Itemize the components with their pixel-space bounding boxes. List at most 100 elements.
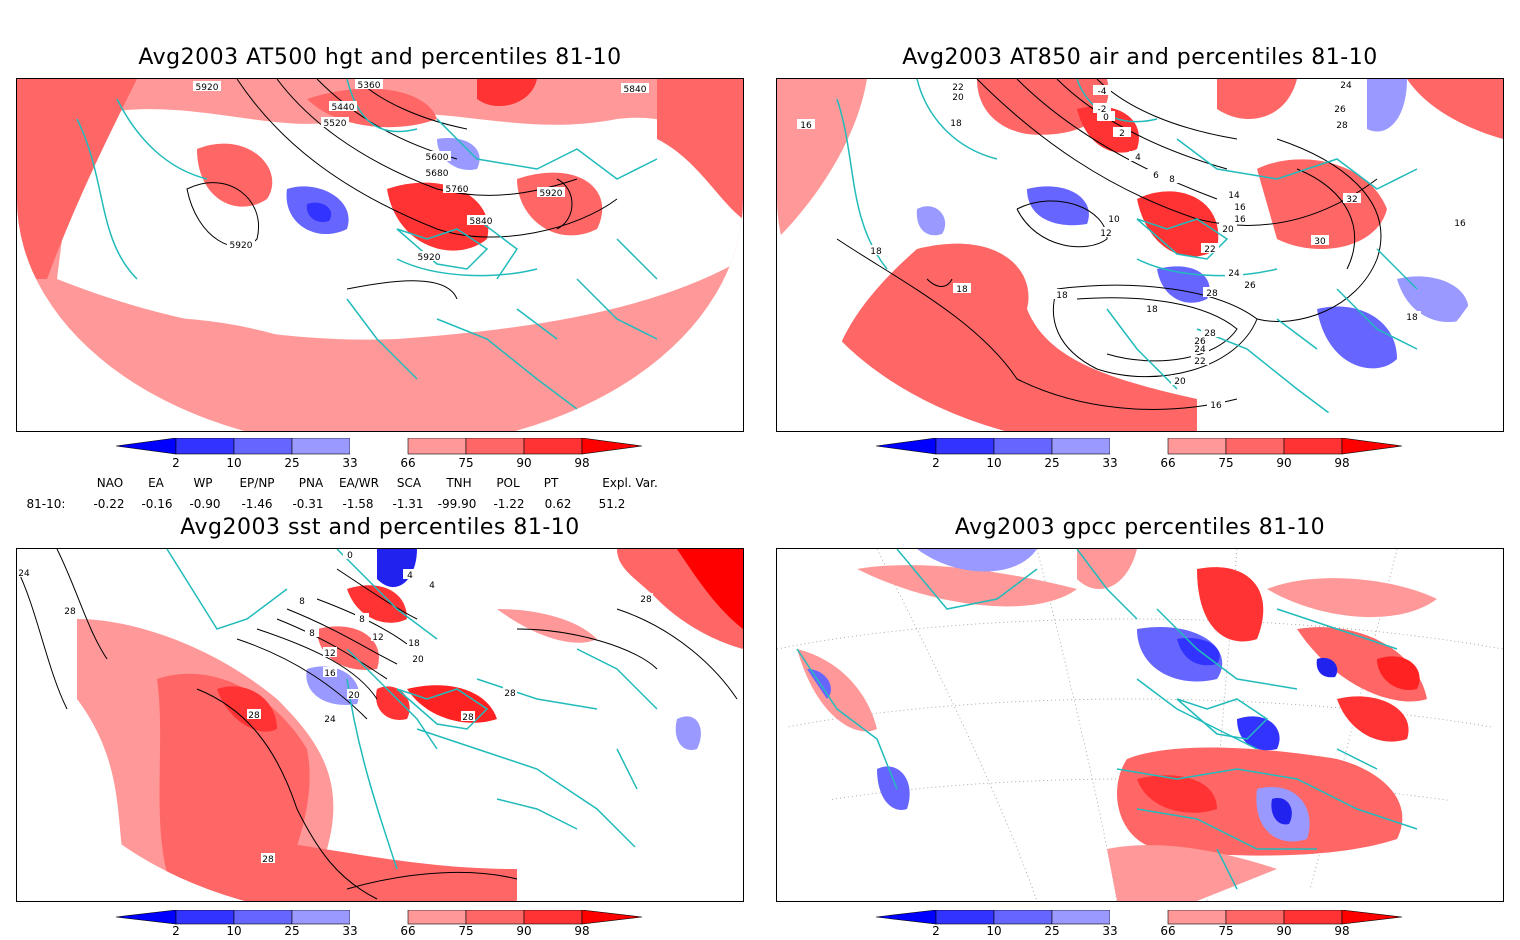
panel-3-contour-label: 4: [429, 581, 435, 591]
panel-2-map: 22 20 -4 -2 24 26 28 18 16 0 2 4 6 8 14 …: [776, 78, 1504, 432]
colorbar-label: 98: [1334, 456, 1350, 470]
index-name: EA: [148, 476, 164, 490]
panel-2-contour-label: -4: [1098, 87, 1107, 97]
colorbar-label: 25: [284, 924, 300, 938]
panel-3-contour-label: 28: [248, 711, 260, 721]
colorbar-label: 75: [458, 456, 474, 470]
panel-2-contour-label: 22: [1194, 357, 1205, 367]
colorbar-label: 66: [400, 456, 416, 470]
panel-2-contour-label: 18: [950, 119, 962, 129]
panel-3-contour-label: 28: [640, 595, 652, 605]
panel-3-contour-label: 24: [324, 715, 336, 725]
panel-2-contour-label: 18: [1406, 313, 1418, 323]
panel-2-contour-label: 32: [1346, 195, 1357, 205]
colorbar-label: 98: [574, 924, 590, 938]
panel-1-contour-label: 5920: [196, 83, 219, 93]
panel-2-contour-label: 14: [1228, 191, 1240, 201]
panel-2-contour-label: 24: [1340, 81, 1352, 91]
panel-3-contour-label: 28: [504, 689, 516, 699]
colorbar-label: 33: [342, 924, 358, 938]
colorbar-top-left: 2 10 25 33 66 75 90 98: [115, 437, 646, 478]
index-name: PNA: [298, 476, 324, 490]
panel-2-contour-label: 16: [1234, 203, 1246, 213]
colorbar-label: 98: [1334, 924, 1350, 938]
panel-2-contour-label: 2: [1119, 129, 1125, 139]
panel-3-contour-label: 4: [407, 571, 413, 581]
colorbar-label: 90: [516, 924, 532, 938]
panel-2-contour-label: 0: [1103, 113, 1109, 123]
panel-1-title: Avg2003 AT500 hgt and percentiles 81-10: [138, 45, 622, 70]
panel-1-contour-label: 5920: [540, 189, 563, 199]
index-value: -1.58: [342, 497, 374, 511]
panel-2-contour-label: 20: [1174, 377, 1186, 387]
index-name: EP/NP: [239, 476, 275, 490]
index-name: TNH: [446, 476, 472, 490]
index-value: 51.2: [598, 497, 626, 511]
index-row-label: 81-10:: [26, 497, 66, 511]
colorbar-label: 75: [1218, 924, 1234, 938]
colorbar-label: 25: [284, 456, 300, 470]
panel-2-contour-label: 28: [1206, 289, 1218, 299]
colorbar-label: 33: [1102, 924, 1118, 938]
panel-3-contour-label: 0: [347, 551, 353, 561]
colorbar-label: 33: [1102, 456, 1118, 470]
panel-2-contour-label: 24: [1194, 345, 1206, 355]
panel-2-contour-label: 16: [1234, 215, 1246, 225]
panel-2-contour-label: 20: [952, 93, 964, 103]
index-value: -0.22: [93, 497, 125, 511]
index-value: -1.31: [392, 497, 424, 511]
index-name: POL: [496, 476, 520, 490]
panel-3-contour-label: 12: [372, 633, 383, 643]
index-value: -0.90: [189, 497, 221, 511]
colorbar-label: 75: [1218, 456, 1234, 470]
panel-3-contour-label: 16: [324, 669, 336, 679]
panel-2-contour-label: 20: [1222, 225, 1234, 235]
index-values-row: 81-10: -0.22 -0.16 -0.90 -1.46 -0.31 -1.…: [0, 497, 760, 513]
panel-2-contour-label: 26: [1244, 281, 1256, 291]
colorbar-label: 2: [172, 924, 180, 938]
index-value: -99.90: [437, 497, 477, 511]
panel-2-contour-label: 18: [1146, 305, 1158, 315]
panel-1-contour-label: 5840: [624, 85, 647, 95]
panel-2-contour-label: 18: [870, 247, 882, 257]
colorbar-label: 66: [1160, 924, 1176, 938]
panel-2-contour-label: 4: [1135, 153, 1141, 163]
panel-2-contour-label: 22: [952, 83, 963, 93]
colorbar-label: 25: [1044, 924, 1060, 938]
panel-3-contour-label: 20: [412, 655, 424, 665]
colorbar-scale: [875, 437, 1403, 455]
panel-3-contour-label: 8: [309, 629, 315, 639]
panel-3-contour-label: 8: [299, 597, 305, 607]
index-name: Expl. Var.: [602, 476, 658, 490]
colorbar-bottom-right: 2 10 25 33 66 75 90 98: [875, 909, 1406, 940]
panel-1-contour-label: 5600: [426, 153, 449, 163]
index-value: -1.46: [241, 497, 273, 511]
panel-2-contour-label: 28: [1336, 121, 1348, 131]
panel-2-contour-label: -2: [1098, 105, 1107, 115]
colorbar-label: 33: [342, 456, 358, 470]
panel-2-contour-label: 6: [1153, 171, 1159, 181]
colorbar-label: 25: [1044, 456, 1060, 470]
colorbar-label: 10: [986, 456, 1002, 470]
colorbar-label: 75: [458, 924, 474, 938]
panel-1-contour-label: 5840: [470, 217, 493, 227]
panel-3-map: 24 28 0 4 8 4 8 8 12 18 12 16 20 20 24 2…: [16, 548, 744, 902]
panel-3-contour-label: 24: [18, 569, 30, 579]
panel-1-contour-label: 5920: [418, 253, 441, 263]
panel-2-contour-label: 16: [1210, 401, 1222, 411]
panel-1-contour-label: 5760: [446, 185, 469, 195]
panel-3-contour-label: 8: [359, 615, 365, 625]
index-names-row: NAO EA WP EP/NP PNA EA/WR SCA TNH POL PT…: [0, 476, 760, 492]
panel-2-contour-label: 18: [956, 285, 968, 295]
panel-3-title: Avg2003 sst and percentiles 81-10: [180, 515, 580, 540]
index-name: EA/WR: [338, 476, 380, 490]
index-value: -1.22: [493, 497, 525, 511]
panel-2-contour-label: 24: [1228, 269, 1240, 279]
colorbar-bottom-left: 2 10 25 33 66 75 90 98: [115, 909, 646, 940]
panel-3-contour-label: 28: [262, 855, 274, 865]
index-name: NAO: [96, 476, 124, 490]
panel-4-map: [776, 548, 1504, 902]
panel-3-contour-label: 28: [64, 607, 76, 617]
colorbar-label: 2: [932, 456, 940, 470]
panel-1-contour-label: 5360: [358, 81, 381, 91]
